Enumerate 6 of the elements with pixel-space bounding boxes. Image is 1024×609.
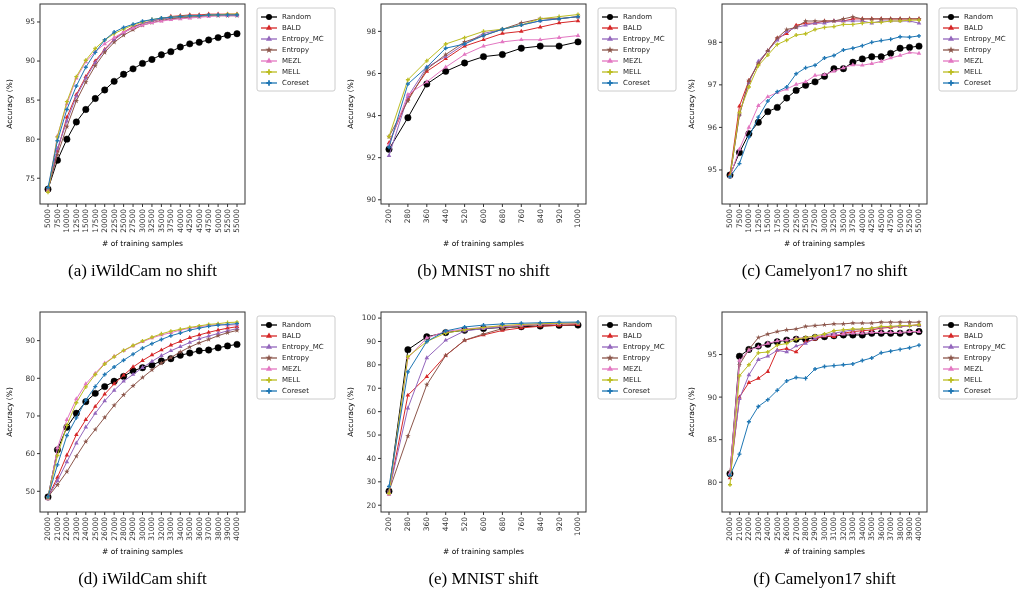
text: (a) iWildCam no shift [68, 261, 218, 280]
text: (e) MNIST shift [428, 569, 539, 588]
text: (b) MNIST no shift [417, 261, 550, 280]
text: (d) iWildCam shift [78, 569, 208, 588]
text: (f) Camelyon17 shift [753, 569, 897, 588]
text: (c) Camelyon17 no shift [741, 261, 908, 280]
